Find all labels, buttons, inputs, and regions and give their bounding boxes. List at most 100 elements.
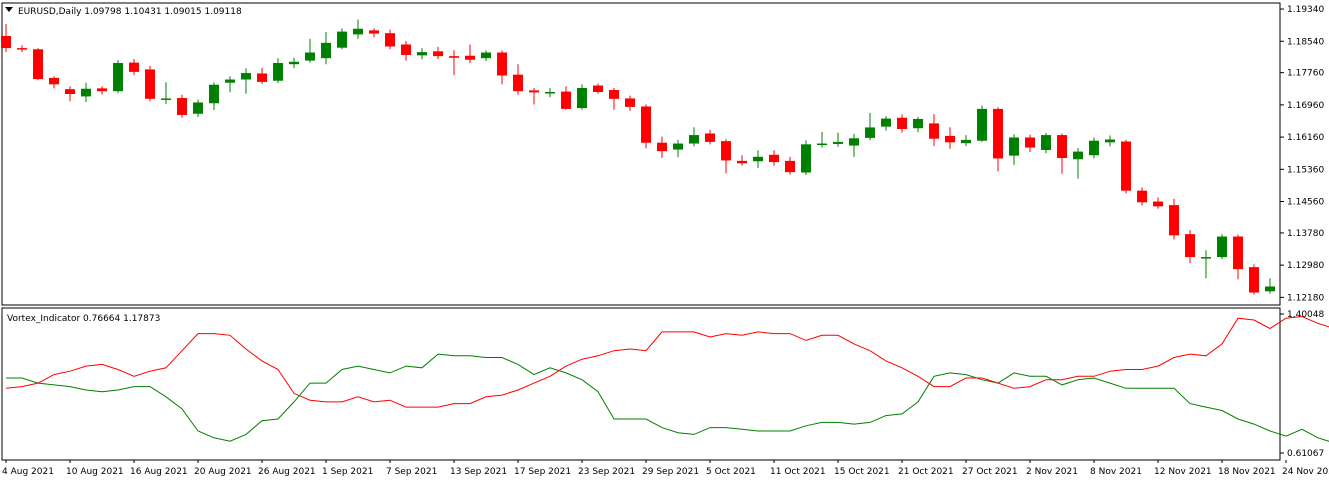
bull-candle-body [1201, 257, 1211, 259]
price-panel-frame [1, 2, 1281, 306]
bull-candle-body [913, 118, 923, 129]
candle [241, 68, 251, 94]
candle [417, 48, 427, 60]
candle [1201, 250, 1211, 279]
candle [145, 65, 155, 102]
price-tick-label: 1.14560 [1287, 198, 1324, 208]
price-tick-label: 1.13780 [1287, 229, 1324, 239]
bear-candle-body [1, 36, 11, 49]
bear-candle-body [945, 135, 955, 143]
bear-candle-body [385, 33, 395, 47]
candle [737, 155, 747, 166]
bear-candle-body [1025, 137, 1035, 148]
bull-candle-body [673, 143, 683, 150]
bear-candle-body [641, 106, 651, 143]
time-tick-label: 11 Oct 2021 [770, 467, 826, 477]
bull-candle-body [481, 52, 491, 59]
time-tick-label: 15 Oct 2021 [834, 467, 890, 477]
bull-candle-body [865, 127, 875, 138]
price-tick-label: 1.18540 [1287, 37, 1324, 47]
bull-candle-body [273, 62, 283, 81]
candle [705, 129, 715, 145]
candle [1169, 198, 1179, 240]
candle [977, 105, 987, 142]
candle [1105, 135, 1115, 147]
candle [657, 136, 667, 159]
candle [929, 114, 939, 146]
bear-candle-body [97, 88, 107, 92]
candle [689, 127, 699, 147]
bear-candle-body [561, 91, 571, 109]
time-tick-label: 24 Nov 2021 [1282, 467, 1329, 477]
candle [561, 86, 571, 110]
bull-candle-body [417, 52, 427, 56]
candle [33, 48, 43, 81]
bear-candle-body [929, 123, 939, 139]
candle [593, 83, 603, 94]
candle [673, 139, 683, 158]
candle [1073, 147, 1083, 179]
candle [81, 82, 91, 103]
bear-candle-body [1121, 141, 1131, 191]
price-axis: 1.19340 1.18540 1.17760 1.16960 1.16160 1.153… [1280, 5, 1324, 303]
bull-candle-body [1105, 139, 1115, 143]
candle [513, 64, 523, 95]
bear-candle-body [449, 56, 459, 58]
vi-plus-line [6, 353, 1329, 442]
bull-candle-body [81, 88, 91, 97]
candle [337, 28, 347, 50]
price-panel[interactable] [1, 2, 1281, 306]
bull-candle-body [689, 135, 699, 144]
price-tick-label: 1.15360 [1287, 165, 1324, 175]
candle [801, 140, 811, 175]
candle [49, 76, 59, 89]
bull-candle-body [977, 108, 987, 141]
bear-candle-body [1137, 190, 1147, 203]
bear-candle-body [129, 62, 139, 72]
bear-candle-body [705, 133, 715, 142]
candle [913, 116, 923, 133]
candle [1, 23, 11, 53]
candle [353, 19, 363, 39]
bear-candle-body [737, 160, 747, 164]
symbol-header: EURUSD,Daily 1.09798 1.10431 1.09015 1.0… [18, 7, 242, 17]
candle [1217, 234, 1227, 260]
bear-candle-body [369, 30, 379, 34]
candle [289, 57, 299, 69]
bear-candle-body [257, 73, 267, 82]
time-tick-label: 13 Sep 2021 [450, 467, 507, 477]
bull-candle-body [337, 31, 347, 48]
candle [113, 60, 123, 94]
bull-candle-body [833, 141, 843, 144]
bull-candle-body [113, 62, 123, 92]
bear-candle-body [433, 51, 443, 57]
candle [1137, 187, 1147, 206]
time-tick-label: 23 Sep 2021 [578, 467, 635, 477]
bull-candle-body [1265, 286, 1275, 292]
candle [17, 45, 27, 53]
vortex-indicator-panel[interactable] [1, 307, 1329, 461]
down-triangle-icon[interactable] [5, 7, 13, 12]
candle [129, 58, 139, 76]
candle [881, 116, 891, 131]
bull-candle-body [753, 156, 763, 162]
time-tick-label: 27 Oct 2021 [962, 467, 1018, 477]
candle [65, 86, 75, 102]
bear-candle-body [1153, 201, 1163, 207]
candle [625, 95, 635, 111]
bull-candle-body [321, 42, 331, 59]
bear-candle-body [721, 141, 731, 161]
bear-candle-body [1185, 234, 1195, 258]
time-tick-label: 29 Sep 2021 [642, 467, 699, 477]
candle [609, 87, 619, 110]
time-tick-label: 12 Nov 2021 [1154, 467, 1212, 477]
candle [433, 46, 443, 59]
price-tick-label: 1.16160 [1287, 133, 1324, 143]
candle [785, 156, 795, 175]
price-tick-label: 1.12980 [1287, 261, 1324, 271]
candle [209, 82, 219, 111]
price-tick-label: 1.16960 [1287, 101, 1324, 111]
time-tick-label: 18 Nov 2021 [1218, 467, 1276, 477]
bear-candle-body [993, 108, 1003, 159]
